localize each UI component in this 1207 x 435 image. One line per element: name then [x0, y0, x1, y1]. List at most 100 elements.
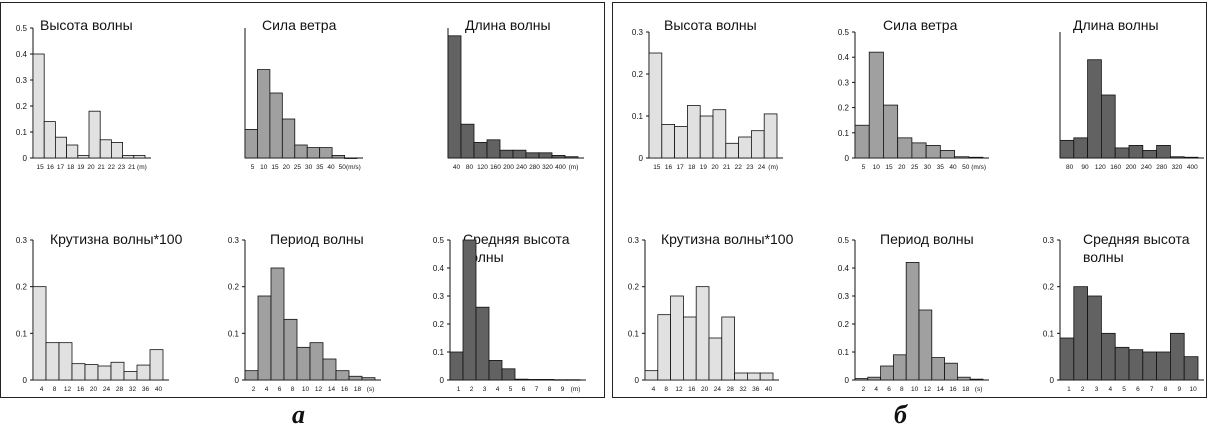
- chart-1-bar: [133, 154, 146, 159]
- chart-12-xtick-label: 8: [1164, 386, 1168, 393]
- chart-1-ytick-label: 0.5: [16, 24, 28, 33]
- chart-7-xtick-label: (m): [768, 164, 778, 171]
- chart-10-bar: [734, 372, 748, 381]
- chart-11-title: Период волны: [880, 231, 974, 247]
- chart-6-bar: [449, 351, 464, 381]
- chart-10-bar: [670, 295, 684, 381]
- chart-2-bar: [257, 69, 271, 159]
- chart-1-ytick-label: 0.1: [16, 128, 28, 137]
- chart-8-ytick-label: 0.1: [838, 129, 850, 138]
- chart-5-ytick-label: 0: [235, 376, 240, 385]
- chart-6-xtick-label: 2: [470, 386, 474, 393]
- chart-5-title: Период волны: [270, 231, 364, 247]
- chart-11-ytick-label: 0.2: [838, 320, 850, 329]
- chart-6-xtick-label: 3: [483, 386, 487, 393]
- chart-8-bar: [897, 137, 913, 159]
- chart-5-bar: [283, 318, 298, 381]
- chart-4-xtick-label: 24: [103, 386, 111, 393]
- chart-3-bar: [486, 139, 501, 159]
- chart-5-bar: [257, 295, 272, 381]
- chart-2-xtick-label: 35: [316, 164, 324, 171]
- chart-10-xtick-label: 8: [664, 386, 668, 393]
- chart-11-bar: [880, 365, 894, 381]
- chart-11-xtick-label: 14: [937, 386, 945, 393]
- chart-9-bar: [1156, 144, 1171, 159]
- chart-11-bar: [867, 376, 881, 381]
- chart-1-bar: [111, 141, 124, 159]
- chart-5-bar: [361, 377, 376, 381]
- chart-10-bar: [683, 316, 697, 381]
- chart-7-xtick-label: 23: [746, 164, 754, 171]
- chart-8-bar: [968, 156, 984, 159]
- chart-1-title: Высота волны: [40, 17, 133, 33]
- chart-6-ytick-label: 0.2: [433, 320, 445, 329]
- chart-1-ytick-label: 0.2: [16, 102, 28, 111]
- chart-12-bar: [1114, 346, 1130, 381]
- chart-3-xtick-label: 40: [453, 164, 461, 171]
- chart-3-bar: [564, 156, 579, 159]
- chart-4-bar: [149, 349, 164, 381]
- chart-2-xtick-label: 25: [294, 164, 302, 171]
- chart-12-bar: [1059, 337, 1075, 381]
- chart-9-xtick-label: 120: [1095, 164, 1106, 171]
- chart-11-bar: [957, 376, 971, 381]
- chart-11-ytick-label: 0.4: [838, 264, 850, 273]
- chart-1-bar: [122, 154, 135, 159]
- chart-7-ytick-label: 0.2: [632, 70, 644, 79]
- chart-6-ytick-label: 0.5: [433, 236, 445, 245]
- panel-a-frame: [0, 2, 605, 398]
- chart-5-bar: [296, 346, 311, 381]
- chart-2-title: Сила ветра: [262, 17, 337, 33]
- chart-12-bar: [1183, 356, 1199, 381]
- chart-10-ytick-label: 0: [635, 376, 640, 385]
- chart-7-ytick-label: 0.3: [632, 28, 644, 37]
- chart-4-bar: [58, 342, 73, 381]
- chart-11-bar: [905, 261, 920, 381]
- chart-2-xtick-label: 50: [339, 164, 347, 171]
- chart-5-ytick-label: 0.3: [228, 236, 240, 245]
- chart-5-bar: [270, 267, 285, 381]
- chart-2-xtick-label: (m/s): [346, 164, 361, 171]
- chart-6-xtick-label: 7: [535, 386, 539, 393]
- chart-10-xtick-label: 20: [701, 386, 709, 393]
- chart-7-xtick-label: 15: [653, 164, 661, 171]
- chart-7-bar: [738, 136, 752, 159]
- chart-1-bar: [99, 139, 112, 159]
- chart-4-ytick-label: 0.2: [16, 283, 28, 292]
- chart-1-ytick-label: 0.4: [16, 50, 28, 59]
- chart-9-xtick-label: 80: [1066, 164, 1074, 171]
- chart-3-xtick-label: 320: [542, 164, 553, 171]
- chart-8-ytick-label: 0.3: [838, 78, 850, 87]
- chart-1-xtick-label: 15: [36, 164, 44, 171]
- chart-12-bar: [1073, 286, 1089, 381]
- chart-10-bar: [657, 314, 671, 381]
- chart-4-xtick-label: 36: [142, 386, 150, 393]
- chart-10-bar: [747, 372, 761, 381]
- chart-8-bar: [883, 104, 899, 159]
- chart-12-xtick-label: 5: [1122, 386, 1126, 393]
- chart-1-xtick-label: (m): [137, 164, 147, 171]
- chart-12-bar: [1142, 351, 1158, 381]
- chart-8-bar: [925, 144, 941, 159]
- chart-6-bar: [462, 239, 477, 381]
- chart-2-xtick-label: 10: [260, 164, 268, 171]
- chart-8-xtick-label: 15: [885, 164, 893, 171]
- chart-10-bar: [644, 370, 659, 381]
- chart-7-xtick-label: 22: [735, 164, 743, 171]
- chart-4-title: Крутизна волны*100: [50, 231, 183, 247]
- chart-3-xtick-label: 400: [555, 164, 566, 171]
- chart-1-xtick-label: 21: [128, 164, 136, 171]
- chart-1-bar: [88, 110, 101, 159]
- chart-10-xtick-label: 16: [688, 386, 696, 393]
- chart-11-ytick-label: 0: [845, 376, 850, 385]
- chart-3-xtick-label: 200: [503, 164, 514, 171]
- chart-3-bar: [525, 152, 540, 159]
- chart-11-bar: [918, 309, 933, 381]
- chart-8-title: Сила ветра: [883, 17, 958, 33]
- chart-6-bar: [553, 379, 568, 381]
- chart-7-xtick-label: 18: [688, 164, 696, 171]
- chart-1-bar: [66, 144, 79, 159]
- chart-5-xtick-label: 4: [265, 386, 269, 393]
- chart-1-ytick-label: 0.3: [16, 76, 28, 85]
- chart-7-bar: [648, 52, 663, 159]
